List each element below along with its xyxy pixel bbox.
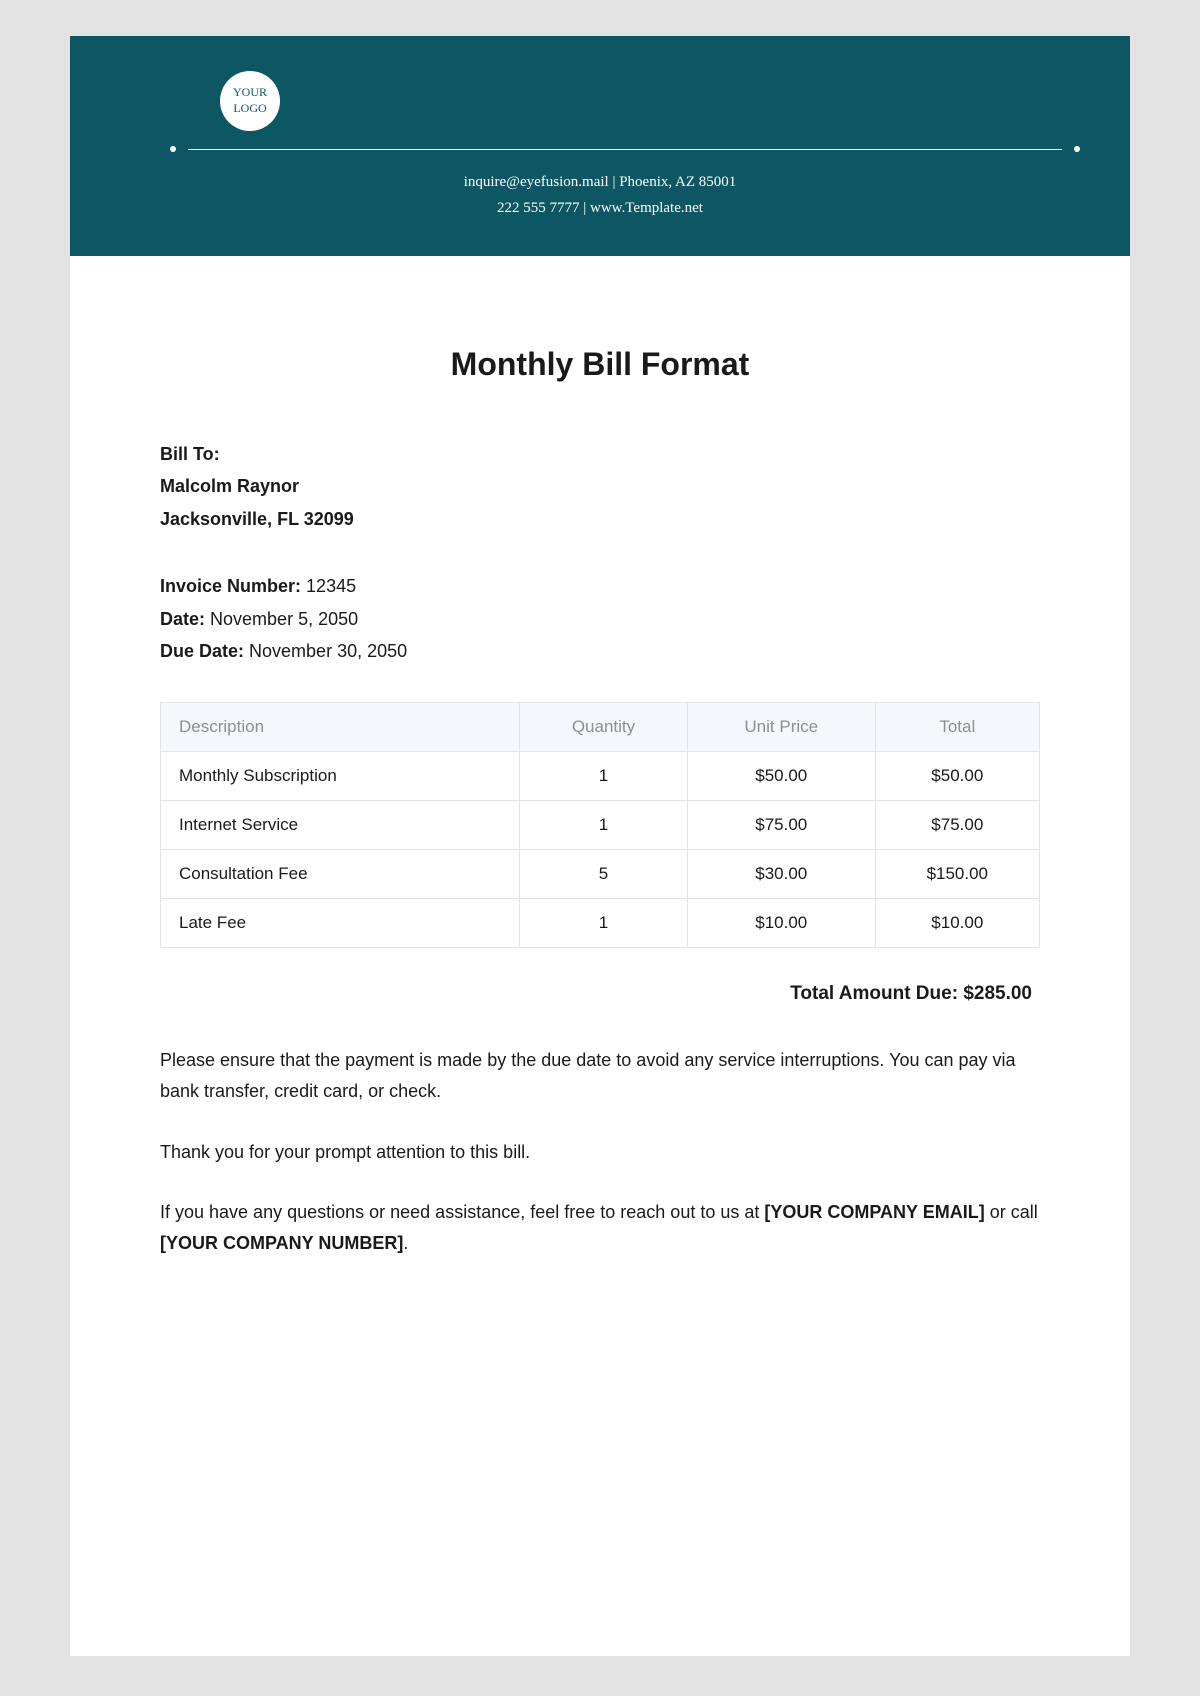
thank-you-text: Thank you for your prompt attention to t… <box>160 1137 1040 1168</box>
cell-unit-price: $75.00 <box>687 801 875 850</box>
cell-total: $150.00 <box>875 850 1039 899</box>
cell-total: $50.00 <box>875 752 1039 801</box>
date-row: Date: November 5, 2050 <box>160 603 1040 635</box>
dot-right-icon <box>1074 146 1080 152</box>
cell-quantity: 1 <box>520 801 688 850</box>
table-row: Late Fee 1 $10.00 $10.00 <box>161 899 1040 948</box>
table-row: Internet Service 1 $75.00 $75.00 <box>161 801 1040 850</box>
total-label: Total Amount Due: <box>790 983 963 1004</box>
cell-unit-price: $10.00 <box>687 899 875 948</box>
bill-to-name: Malcolm Raynor <box>160 470 1040 502</box>
cell-unit-price: $30.00 <box>687 850 875 899</box>
table-body: Monthly Subscription 1 $50.00 $50.00 Int… <box>161 752 1040 948</box>
content-area: Monthly Bill Format Bill To: Malcolm Ray… <box>70 256 1130 1656</box>
header-divider <box>170 146 1080 152</box>
cell-quantity: 5 <box>520 850 688 899</box>
payment-instructions: Please ensure that the payment is made b… <box>160 1045 1040 1106</box>
invoice-number-label: Invoice Number: <box>160 576 301 596</box>
cell-total: $75.00 <box>875 801 1039 850</box>
table-row: Consultation Fee 5 $30.00 $150.00 <box>161 850 1040 899</box>
company-email-placeholder: [YOUR COMPANY EMAIL] <box>764 1202 984 1222</box>
contact-paragraph: If you have any questions or need assist… <box>160 1197 1040 1258</box>
logo-text: YOUR LOGO <box>233 85 267 116</box>
bill-to-label: Bill To: <box>160 438 1040 470</box>
logo-circle: YOUR LOGO <box>220 71 280 131</box>
invoice-number-value: 12345 <box>306 576 356 596</box>
cell-description: Monthly Subscription <box>161 752 520 801</box>
logo-line1: YOUR <box>233 85 267 99</box>
invoice-number-row: Invoice Number: 12345 <box>160 570 1040 602</box>
total-value: $285.00 <box>963 983 1032 1004</box>
contact-info: inquire@eyefusion.mail | Phoenix, AZ 850… <box>110 170 1090 221</box>
col-quantity: Quantity <box>520 703 688 752</box>
logo-line2: LOGO <box>233 101 266 115</box>
dot-left-icon <box>170 146 176 152</box>
cell-description: Consultation Fee <box>161 850 520 899</box>
horizontal-line <box>188 149 1062 150</box>
page-title: Monthly Bill Format <box>160 346 1040 383</box>
cell-quantity: 1 <box>520 752 688 801</box>
bill-to-block: Bill To: Malcolm Raynor Jacksonville, FL… <box>160 438 1040 535</box>
date-label: Date: <box>160 609 205 629</box>
col-unit-price: Unit Price <box>687 703 875 752</box>
date-value: November 5, 2050 <box>210 609 358 629</box>
company-number-placeholder: [YOUR COMPANY NUMBER] <box>160 1233 403 1253</box>
col-description: Description <box>161 703 520 752</box>
cell-description: Late Fee <box>161 899 520 948</box>
header-banner: YOUR LOGO inquire@eyefusion.mail | Phoen… <box>70 36 1130 256</box>
cell-description: Internet Service <box>161 801 520 850</box>
invoice-meta: Invoice Number: 12345 Date: November 5, … <box>160 570 1040 667</box>
cell-total: $10.00 <box>875 899 1039 948</box>
bill-to-address: Jacksonville, FL 32099 <box>160 503 1040 535</box>
total-amount-due: Total Amount Due: $285.00 <box>160 983 1040 1005</box>
cell-quantity: 1 <box>520 899 688 948</box>
page: YOUR LOGO inquire@eyefusion.mail | Phoen… <box>0 0 1200 1656</box>
col-total: Total <box>875 703 1039 752</box>
line-items-table: Description Quantity Unit Price Total Mo… <box>160 702 1040 948</box>
due-date-value: November 30, 2050 <box>249 641 407 661</box>
cell-unit-price: $50.00 <box>687 752 875 801</box>
table-header-row: Description Quantity Unit Price Total <box>161 703 1040 752</box>
contact-mid: or call <box>985 1202 1038 1222</box>
contact-line2: 222 555 7777 | www.Template.net <box>110 196 1090 222</box>
contact-end: . <box>403 1233 408 1253</box>
table-row: Monthly Subscription 1 $50.00 $50.00 <box>161 752 1040 801</box>
due-date-label: Due Date: <box>160 641 244 661</box>
contact-pre: If you have any questions or need assist… <box>160 1202 764 1222</box>
contact-line1: inquire@eyefusion.mail | Phoenix, AZ 850… <box>110 170 1090 196</box>
due-date-row: Due Date: November 30, 2050 <box>160 635 1040 667</box>
